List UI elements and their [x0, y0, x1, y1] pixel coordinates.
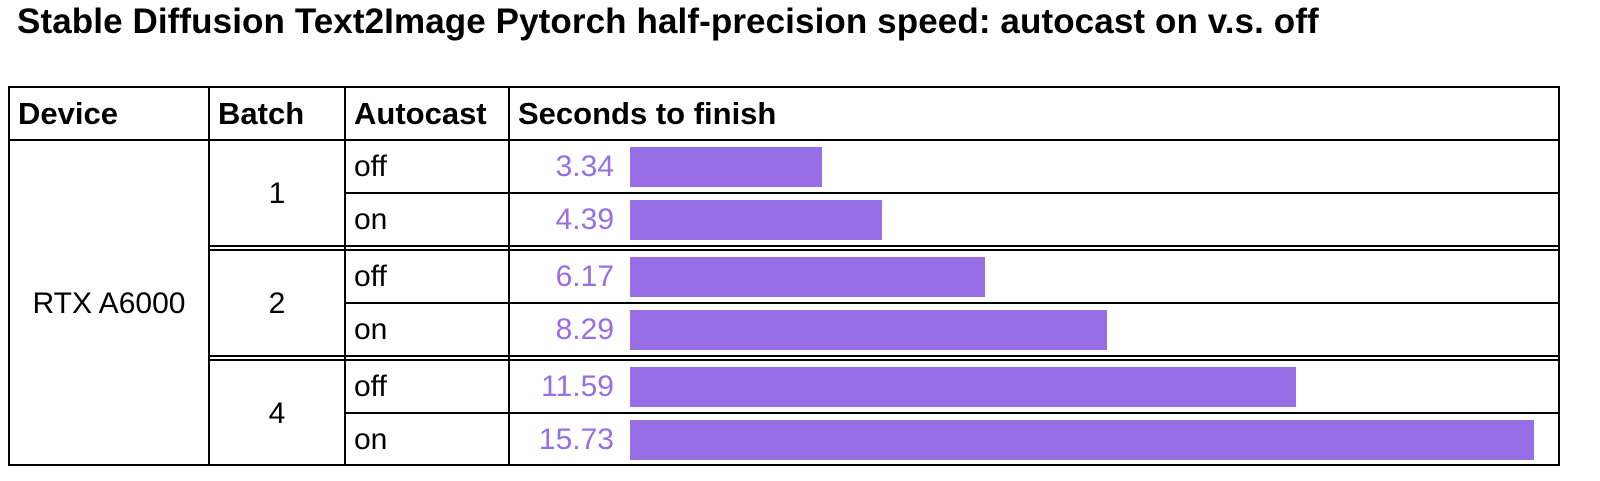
- bar: [630, 147, 822, 187]
- column-divider: [208, 88, 210, 464]
- autocast-cell: on: [354, 313, 388, 346]
- autocast-cell: off: [354, 259, 387, 293]
- column-divider: [344, 88, 346, 464]
- header-device: Device: [18, 95, 118, 131]
- value-label: 15.73: [538, 423, 614, 456]
- autocast-cell: on: [354, 423, 388, 456]
- autocast-cell: off: [354, 149, 387, 183]
- batch-cell-2: 2: [268, 286, 286, 320]
- value-label: 4.39: [555, 203, 614, 236]
- bar: [630, 200, 882, 240]
- value-label: 11.59: [541, 370, 614, 403]
- row-divider: [344, 412, 1558, 414]
- value-label: 3.34: [555, 150, 614, 183]
- results-table: Device Batch Autocast Seconds to finish …: [8, 86, 1560, 466]
- batch-cell-1: 1: [268, 176, 286, 210]
- header-seconds: Seconds to finish: [518, 95, 777, 131]
- device-cell: RTX A6000: [32, 286, 186, 320]
- batch-cell-4: 4: [268, 396, 286, 430]
- bar: [630, 420, 1534, 460]
- column-divider: [508, 88, 510, 464]
- bar: [630, 310, 1107, 350]
- header-autocast: Autocast: [354, 95, 487, 131]
- value-label: 6.17: [555, 260, 614, 293]
- bar: [630, 367, 1296, 407]
- group-divider: [208, 245, 1558, 251]
- header-batch: Batch: [218, 95, 305, 131]
- autocast-cell: off: [354, 369, 387, 403]
- autocast-cell: on: [354, 203, 388, 236]
- bar: [630, 257, 985, 297]
- group-divider: [208, 355, 1558, 361]
- row-divider: [344, 302, 1558, 304]
- header-divider: [10, 139, 1558, 141]
- row-divider: [344, 192, 1558, 194]
- value-label: 8.29: [555, 313, 614, 346]
- page-title: Stable Diffusion Text2Image Pytorch half…: [17, 2, 1319, 41]
